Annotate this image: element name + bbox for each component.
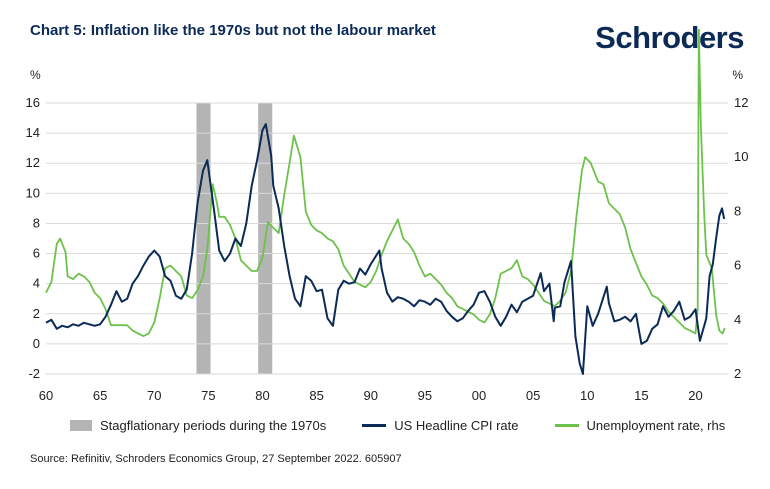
left-tick-label: -2 bbox=[28, 366, 40, 381]
legend-item-cpi: US Headline CPI rate bbox=[362, 418, 519, 433]
left-tick-label: 10 bbox=[26, 185, 40, 200]
x-tick-label: 05 bbox=[526, 388, 540, 403]
schroders-logo: Schroders bbox=[595, 20, 744, 55]
right-tick-label: 8 bbox=[734, 203, 741, 218]
legend-swatch-cpi bbox=[362, 424, 387, 427]
left-tick-label: 6 bbox=[33, 246, 40, 261]
x-tick-label: 60 bbox=[39, 388, 53, 403]
left-tick-label: 4 bbox=[33, 276, 40, 291]
x-tick-label: 95 bbox=[418, 388, 432, 403]
left-axis-unit: % bbox=[30, 68, 41, 82]
right-tick-label: 12 bbox=[734, 95, 748, 110]
legend-swatch-unemployment bbox=[554, 424, 579, 427]
legend-item-unemployment: Unemployment rate, rhs bbox=[554, 418, 726, 433]
x-tick-label: 85 bbox=[309, 388, 323, 403]
legend: Stagflationary periods during the 1970s … bbox=[70, 418, 761, 433]
right-tick-label: 6 bbox=[734, 258, 741, 273]
x-tick-label: 70 bbox=[147, 388, 161, 403]
x-tick-label: 10 bbox=[580, 388, 594, 403]
legend-item-shade: Stagflationary periods during the 1970s bbox=[70, 418, 326, 433]
right-axis-ticks: 2 4 6 8 10 12 bbox=[734, 95, 748, 381]
legend-label-cpi: US Headline CPI rate bbox=[394, 418, 519, 433]
right-axis-unit: % bbox=[732, 68, 743, 82]
left-tick-label: 14 bbox=[26, 125, 40, 140]
right-tick-label: 4 bbox=[734, 312, 741, 327]
legend-label-unemployment: Unemployment rate, rhs bbox=[586, 418, 726, 433]
x-tick-label: 00 bbox=[472, 388, 486, 403]
series-lines bbox=[45, 28, 726, 375]
left-tick-label: 2 bbox=[33, 306, 40, 321]
left-tick-label: 12 bbox=[26, 155, 40, 170]
x-tick-label: 75 bbox=[201, 388, 215, 403]
x-tick-label: 90 bbox=[364, 388, 378, 403]
shaded-period-1 bbox=[196, 103, 211, 374]
x-tick-label: 20 bbox=[688, 388, 702, 403]
left-axis-ticks: -2 0 2 4 6 8 10 12 14 16 bbox=[26, 95, 40, 381]
left-tick-label: 8 bbox=[33, 215, 40, 230]
x-axis-ticks: 60 65 70 75 80 85 90 95 00 05 10 15 20 bbox=[39, 388, 703, 403]
x-tick-label: 65 bbox=[93, 388, 107, 403]
cpi-series-line bbox=[45, 123, 726, 375]
right-tick-label: 10 bbox=[734, 149, 748, 164]
gridlines bbox=[46, 102, 728, 375]
unemployment-series-line bbox=[45, 28, 726, 337]
left-tick-label: 16 bbox=[26, 95, 40, 110]
chart-title: Chart 5: Inflation like the 1970s but no… bbox=[30, 22, 436, 39]
x-tick-label: 80 bbox=[255, 388, 269, 403]
x-tick-label: 15 bbox=[634, 388, 648, 403]
source-note: Source: Refinitiv, Schroders Economics G… bbox=[30, 453, 402, 465]
right-tick-label: 2 bbox=[734, 366, 741, 381]
legend-label-shade: Stagflationary periods during the 1970s bbox=[100, 418, 327, 433]
left-tick-label: 0 bbox=[33, 336, 40, 351]
legend-swatch-shade bbox=[70, 420, 92, 431]
